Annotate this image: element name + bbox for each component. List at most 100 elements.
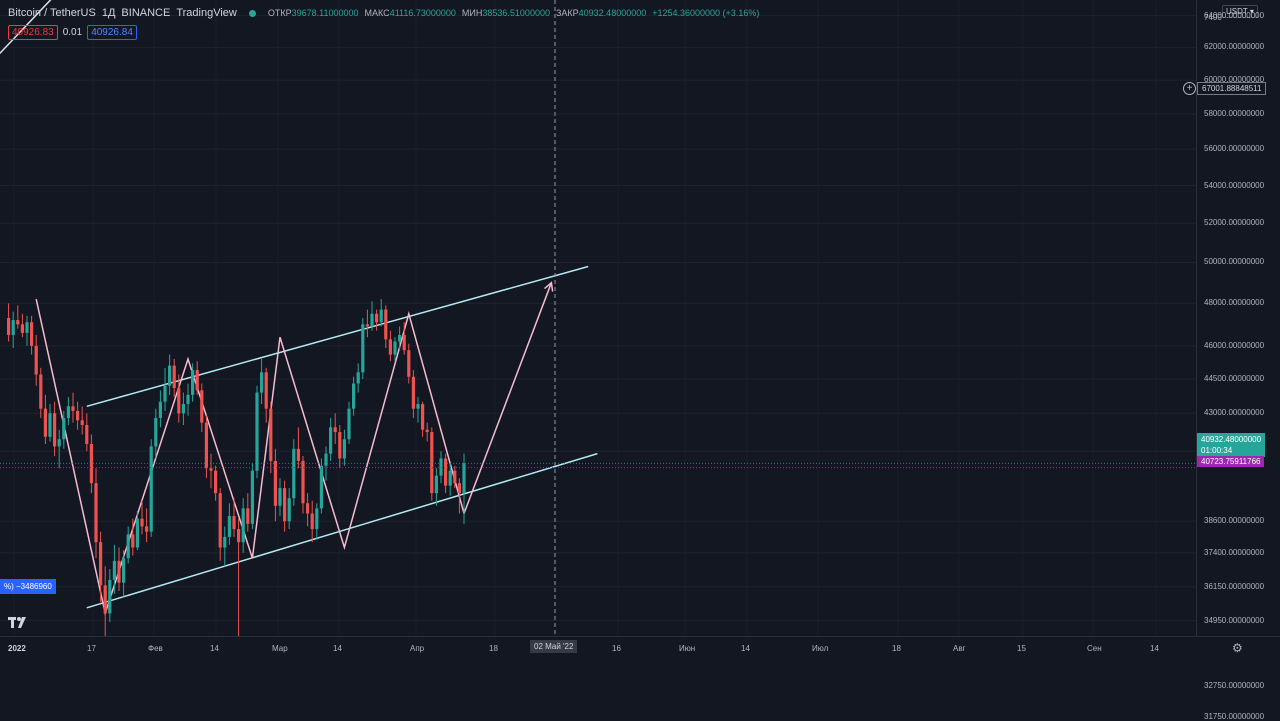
low-value: 38536.51000000 bbox=[482, 8, 550, 18]
price-tick-label: 58000.00000000 bbox=[1204, 109, 1265, 119]
grid bbox=[0, 15, 1196, 622]
symbol-title[interactable]: Bitcoin / TetherUS bbox=[8, 7, 96, 19]
time-tick-label: 2022 bbox=[8, 644, 26, 653]
spread-value: 0.01 bbox=[62, 27, 83, 38]
candle-body bbox=[407, 350, 411, 377]
candle-body bbox=[89, 443, 93, 484]
candle-body bbox=[39, 374, 43, 409]
time-tick-label: Мар bbox=[272, 644, 288, 653]
close-value: 40932.48000000 bbox=[578, 8, 647, 18]
candle-body bbox=[296, 448, 300, 461]
candle-body bbox=[365, 324, 369, 327]
exchange-label: BINANCE bbox=[121, 7, 171, 19]
time-axis[interactable] bbox=[0, 636, 1280, 659]
candle-body bbox=[108, 579, 112, 614]
moving-average-tag: 40723.75911766 bbox=[1197, 456, 1265, 467]
currency-button[interactable]: USDT ▾ bbox=[1222, 5, 1258, 18]
time-tick-label: 14 bbox=[333, 644, 342, 653]
close-label: ЗАКР bbox=[555, 8, 579, 18]
candle-body bbox=[430, 432, 434, 494]
time-tick-label: Фев bbox=[148, 644, 163, 653]
time-tick-label: Апр bbox=[410, 644, 425, 653]
candle-body bbox=[457, 483, 461, 494]
sell-button[interactable]: 40926.83 bbox=[8, 25, 58, 40]
candle-body bbox=[53, 413, 57, 447]
candle-body bbox=[421, 404, 425, 430]
candle-body bbox=[218, 493, 222, 548]
buy-button[interactable]: 40926.84 bbox=[87, 25, 137, 40]
candle-body bbox=[375, 313, 379, 323]
order-badges: 40926.83 0.01 40926.84 bbox=[8, 25, 137, 40]
price-axis-top-label: 7400 bbox=[1204, 13, 1222, 22]
candle-body bbox=[181, 404, 185, 414]
candle-body bbox=[384, 309, 388, 340]
candle-body bbox=[7, 317, 11, 336]
time-tick-label: Июн bbox=[679, 644, 696, 653]
price-tick-label: 48000.00000000 bbox=[1204, 298, 1265, 308]
time-tick-label: 14 bbox=[1150, 644, 1159, 653]
candle-body bbox=[462, 463, 466, 494]
candle-body bbox=[356, 372, 360, 384]
candle-body bbox=[223, 536, 227, 548]
high-value: 41116.73000000 bbox=[389, 8, 456, 18]
time-tick-label: Июл bbox=[812, 644, 829, 653]
time-tick-label: Сен bbox=[1087, 644, 1102, 653]
crosshair-price-tag: 67001.88848511 bbox=[1197, 82, 1267, 95]
source-label: TradingView bbox=[176, 7, 237, 19]
candle-body bbox=[393, 341, 397, 355]
plus-icon[interactable]: + bbox=[1183, 82, 1196, 95]
candle-body bbox=[200, 390, 204, 423]
candle-body bbox=[149, 446, 153, 532]
candle-body bbox=[255, 392, 259, 471]
candle-body bbox=[269, 408, 273, 461]
candle-body bbox=[25, 322, 29, 333]
ohlc-readout: ОТКР39678.11000000 МАКС41116.73000000 МИ… bbox=[268, 8, 759, 18]
candle-body bbox=[283, 488, 287, 522]
price-tick-label: 54000.00000000 bbox=[1204, 180, 1265, 190]
candle-body bbox=[370, 313, 374, 327]
candle-body bbox=[20, 324, 24, 333]
price-chart[interactable] bbox=[0, 0, 1196, 636]
candle-body bbox=[434, 475, 438, 494]
candles-layer bbox=[7, 299, 466, 636]
settings-gear-icon[interactable]: ⚙ bbox=[1232, 641, 1243, 655]
candle-body bbox=[402, 335, 406, 351]
candle-body bbox=[287, 498, 291, 522]
candle-body bbox=[324, 453, 328, 466]
candle-body bbox=[292, 448, 296, 499]
candle-body bbox=[126, 534, 130, 559]
price-tick-label: 36150.00000000 bbox=[1204, 581, 1265, 591]
last-price-value: 40932.48000000 bbox=[1201, 435, 1262, 444]
candle-body bbox=[301, 460, 305, 504]
open-value: 39678.11000000 bbox=[291, 8, 359, 18]
price-tick-label: 50000.00000000 bbox=[1204, 257, 1265, 267]
price-tick-label: 31750.00000000 bbox=[1204, 711, 1265, 721]
candle-body bbox=[273, 460, 277, 506]
candle-body bbox=[34, 345, 38, 375]
candle-body bbox=[246, 508, 250, 524]
arrow-head bbox=[544, 281, 554, 292]
candle-body bbox=[227, 516, 231, 537]
candle-body bbox=[260, 372, 264, 393]
time-tick-label: 17 bbox=[87, 644, 96, 653]
candle-body bbox=[16, 320, 20, 325]
candle-body bbox=[122, 558, 126, 583]
price-tick-label: 62000.00000000 bbox=[1204, 42, 1265, 52]
candle-body bbox=[186, 394, 190, 405]
interval-label[interactable]: 1Д bbox=[101, 7, 116, 19]
crosshair-date-tag: 02 Май '22 bbox=[530, 640, 578, 653]
channel-lower-line bbox=[86, 452, 598, 609]
tradingview-logo-icon[interactable] bbox=[8, 616, 30, 630]
currency-label: USDT bbox=[1226, 7, 1248, 16]
candle-body bbox=[338, 432, 342, 459]
candle-body bbox=[158, 401, 162, 418]
candle-body bbox=[361, 324, 365, 373]
price-tick-label: 64000.00000000 bbox=[1204, 10, 1265, 20]
price-tick-label: 34950.00000000 bbox=[1204, 615, 1265, 625]
candle-body bbox=[99, 542, 103, 586]
candle-body bbox=[71, 406, 75, 411]
candle-body bbox=[416, 404, 420, 409]
candle-body bbox=[177, 388, 181, 414]
price-axis[interactable] bbox=[1196, 0, 1280, 636]
candle-body bbox=[333, 427, 337, 433]
